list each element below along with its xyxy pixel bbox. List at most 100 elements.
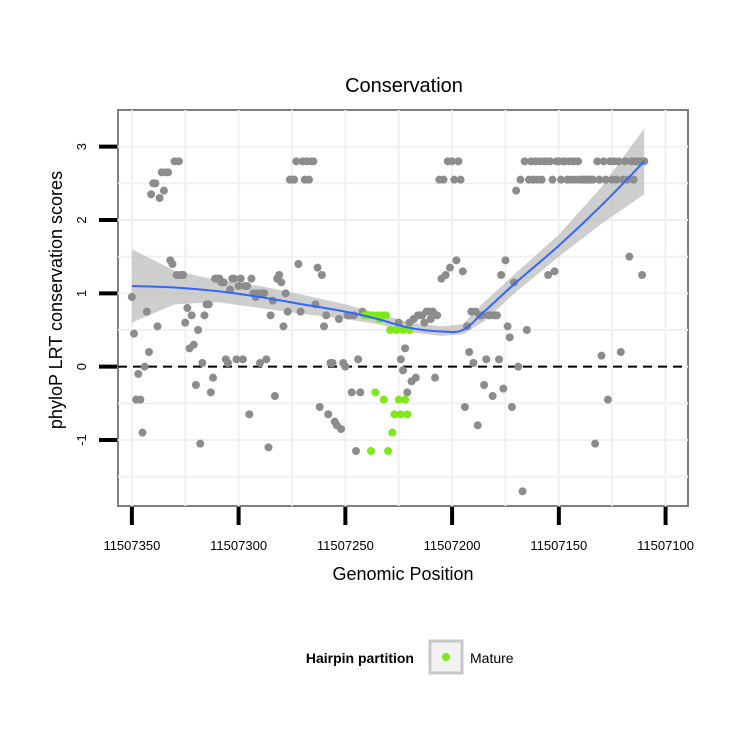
data-point xyxy=(399,366,407,375)
data-point xyxy=(164,168,173,177)
legend-title: Hairpin partition xyxy=(306,650,414,666)
data-point xyxy=(147,190,156,199)
data-point xyxy=(595,175,604,184)
data-point xyxy=(401,344,410,353)
data-point xyxy=(136,395,145,404)
data-point xyxy=(320,322,329,331)
data-point xyxy=(522,326,531,334)
data-point xyxy=(127,293,136,301)
data-point xyxy=(426,315,435,323)
data-point xyxy=(403,388,412,397)
data-point xyxy=(497,271,506,279)
data-point xyxy=(266,311,275,320)
data-point xyxy=(473,421,482,430)
data-point xyxy=(245,410,254,419)
data-point xyxy=(510,278,519,287)
data-point xyxy=(279,322,288,331)
data-point xyxy=(420,318,429,327)
data-point xyxy=(155,194,164,202)
data-point xyxy=(621,157,630,166)
data-point-mature xyxy=(388,428,397,437)
data-point xyxy=(159,186,168,195)
data-point-mature xyxy=(396,410,405,419)
data-point xyxy=(296,307,305,316)
data-point xyxy=(514,362,523,371)
data-point xyxy=(204,300,213,309)
data-point xyxy=(247,274,256,283)
data-point xyxy=(264,443,273,452)
data-point xyxy=(411,373,420,382)
grid-lines xyxy=(118,110,688,506)
data-point xyxy=(454,157,463,166)
y-tick-label: 3 xyxy=(74,143,89,150)
data-point xyxy=(629,175,638,184)
data-point xyxy=(130,329,139,338)
data-point-mature xyxy=(386,326,395,334)
data-point xyxy=(503,322,512,331)
data-point xyxy=(431,373,440,382)
data-point-mature xyxy=(371,388,380,397)
data-point xyxy=(501,256,510,265)
data-point xyxy=(433,311,442,320)
data-point xyxy=(292,157,301,166)
data-point xyxy=(200,311,209,320)
y-tick-label: 0 xyxy=(74,363,89,370)
data-point xyxy=(151,179,160,188)
y-tick-label: 1 xyxy=(74,290,89,297)
data-point xyxy=(315,403,324,411)
data-point xyxy=(505,333,514,342)
chart-title: Conservation xyxy=(345,75,463,97)
data-point xyxy=(236,274,245,283)
x-tick-label: 11507300 xyxy=(210,538,267,553)
data-point xyxy=(275,271,284,279)
y-axis: -1 0 1 2 3 xyxy=(74,143,117,446)
data-point xyxy=(352,447,361,455)
smooth-line xyxy=(131,160,645,334)
data-point xyxy=(179,271,188,279)
data-point xyxy=(591,439,600,448)
data-point xyxy=(593,157,602,166)
data-point xyxy=(223,359,232,367)
data-point xyxy=(625,252,634,261)
data-point xyxy=(356,388,365,397)
data-point xyxy=(238,355,247,364)
data-point xyxy=(546,157,555,166)
data-point xyxy=(134,370,143,378)
data-point xyxy=(495,355,504,364)
data-point xyxy=(309,157,318,166)
data-point xyxy=(194,326,203,334)
data-point-mature xyxy=(384,447,393,455)
data-point xyxy=(518,487,527,496)
data-point xyxy=(234,282,243,290)
data-point xyxy=(183,304,192,312)
legend-label-mature: Mature xyxy=(470,650,514,666)
data-point xyxy=(354,355,363,364)
data-point xyxy=(616,348,625,356)
y-tick-label: -1 xyxy=(74,434,89,446)
data-point xyxy=(477,311,486,320)
data-point xyxy=(450,175,459,184)
data-point-mature xyxy=(390,410,399,419)
data-point xyxy=(181,318,190,327)
data-point xyxy=(153,322,162,331)
data-point xyxy=(290,175,299,184)
data-point xyxy=(601,175,610,184)
data-point xyxy=(469,359,478,367)
data-point xyxy=(270,392,279,400)
data-point-mature xyxy=(392,326,401,334)
data-point xyxy=(439,175,448,184)
data-point xyxy=(516,175,525,184)
data-point xyxy=(260,289,269,298)
data-point xyxy=(499,384,508,393)
data-point xyxy=(589,175,597,184)
legend-key-mature-dot xyxy=(442,653,450,661)
data-point xyxy=(614,157,623,166)
data-point xyxy=(144,348,153,356)
data-point xyxy=(445,263,454,272)
data-point xyxy=(219,278,228,287)
data-point xyxy=(187,311,196,320)
data-point xyxy=(334,315,343,323)
y-tick-label: 2 xyxy=(74,216,89,223)
x-tick-label: 11507100 xyxy=(637,538,694,553)
